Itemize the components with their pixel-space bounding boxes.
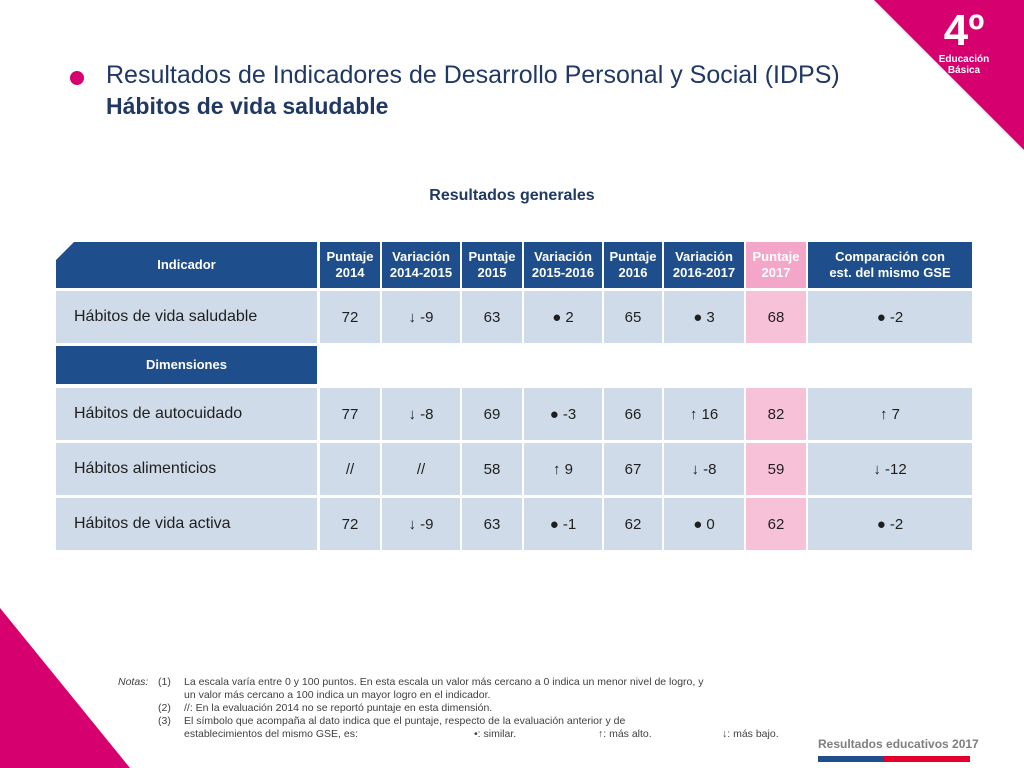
table-cell: // — [320, 443, 380, 495]
header-corner-notch — [56, 242, 74, 260]
note-text: //: En la evaluación 2014 no se reportó … — [184, 702, 493, 714]
table-cell: 65 — [604, 291, 662, 343]
table-cell: ↑ 9 — [524, 443, 602, 495]
table-cell: 62 — [604, 498, 662, 550]
table-cell: ● 2 — [524, 291, 602, 343]
page-subtitle: Hábitos de vida saludable — [106, 93, 389, 119]
note-text: establecimientos del mismo GSE, es: — [184, 728, 358, 740]
column-header-line2: est. del mismo GSE — [829, 265, 951, 280]
note-text: un valor más cercano a 100 indica un may… — [184, 689, 491, 701]
table-cell: 72 — [320, 291, 380, 343]
column-header-line2: 2017 — [761, 265, 791, 280]
notes: Notas: (1) La escala varía entre 0 y 100… — [118, 676, 779, 741]
column-header-line1: Puntaje — [609, 249, 657, 264]
row-label: Hábitos de vida activa — [56, 498, 317, 550]
table-cell: ↓ -9 — [382, 291, 460, 343]
table-cell: ↓ -8 — [382, 388, 460, 440]
note-number: (2) — [158, 702, 171, 714]
grade-badge: 4º Educación Básica — [924, 6, 1004, 77]
table-cell: 67 — [604, 443, 662, 495]
legend-higher: ↑: más alto. — [598, 728, 652, 740]
row-label: Hábitos de vida saludable — [56, 291, 317, 343]
column-header-line1: Puntaje — [468, 249, 516, 264]
notes-label: Notas: — [118, 676, 149, 688]
column-header: Puntaje 2014 — [320, 242, 380, 288]
section-title: Resultados generales — [429, 187, 595, 204]
column-header: Comparación con est. del mismo GSE — [808, 242, 972, 288]
table-cell: ↓ -9 — [382, 498, 460, 550]
indicator-header: Indicador — [56, 242, 317, 288]
row-label: Hábitos alimenticios — [56, 443, 317, 495]
column-header: Puntaje 2016 — [604, 242, 662, 288]
table-cell: 77 — [320, 388, 380, 440]
note-number — [158, 689, 184, 702]
table-cell: ● -2 — [808, 291, 972, 343]
note-text: La escala varía entre 0 y 100 puntos. En… — [184, 676, 704, 688]
flag-stripe — [818, 756, 970, 762]
column-header-line2: 2014 — [335, 265, 365, 280]
table-cell: // — [382, 443, 460, 495]
page-title: Resultados de Indicadores de Desarrollo … — [106, 61, 840, 89]
table-cell: 62 — [746, 498, 806, 550]
legend-lower: ↓: más bajo. — [722, 728, 779, 740]
dimensions-header: Dimensiones — [56, 346, 317, 384]
corner-decoration-top-right — [874, 0, 1024, 150]
table-cell: 69 — [462, 388, 522, 440]
column-header-line2: 2016 — [618, 265, 648, 280]
grade-level-line1: Educación — [938, 54, 990, 65]
column-header-line1: Comparación con — [835, 249, 945, 264]
table-cell: 66 — [604, 388, 662, 440]
column-header-line1: Puntaje — [326, 249, 374, 264]
table-cell: ↓ -8 — [664, 443, 744, 495]
column-header-line2: 2015-2016 — [531, 265, 595, 280]
grade-number: 4º — [943, 6, 985, 55]
table-cell: 59 — [746, 443, 806, 495]
column-header-line1: Puntaje — [752, 249, 800, 264]
column-header: Variación 2016-2017 — [664, 242, 744, 288]
table-cell: ● -2 — [808, 498, 972, 550]
table-cell: ↑ 7 — [808, 388, 972, 440]
title-bullet-icon — [70, 71, 84, 85]
table-cell: 58 — [462, 443, 522, 495]
column-header: Variación 2014-2015 — [382, 242, 460, 288]
grade-level-line2: Básica — [947, 65, 981, 76]
table-cell: 82 — [746, 388, 806, 440]
column-header: Puntaje 2017 — [746, 242, 806, 288]
column-header: Variación 2015-2016 — [524, 242, 602, 288]
table-cell: 72 — [320, 498, 380, 550]
table-cell: ● -1 — [524, 498, 602, 550]
corner-decoration-bottom-left — [0, 608, 130, 768]
row-label: Hábitos de autocuidado — [56, 388, 317, 440]
column-header-line1: Variación — [392, 249, 450, 264]
column-header-line2: 2014-2015 — [389, 265, 453, 280]
note-number: (1) — [158, 676, 171, 688]
column-header-line1: Variación — [675, 249, 733, 264]
note-text: El símbolo que acompaña al dato indica q… — [184, 715, 626, 727]
table-cell: 68 — [746, 291, 806, 343]
column-header-line2: 2015 — [477, 265, 507, 280]
table-cell: ● 0 — [664, 498, 744, 550]
table-cell: ● -3 — [524, 388, 602, 440]
table-cell: ● 3 — [664, 291, 744, 343]
column-header: Puntaje 2015 — [462, 242, 522, 288]
legend-similar: •: similar. — [474, 728, 517, 740]
column-header-line1: Variación — [534, 249, 592, 264]
table-cell: 63 — [462, 291, 522, 343]
brand-footer: Resultados educativos 2017 — [818, 737, 979, 751]
table-cell: ↓ -12 — [808, 443, 972, 495]
column-header-line2: 2016-2017 — [672, 265, 736, 280]
note-number: (3) — [158, 715, 171, 727]
table-cell: 63 — [462, 498, 522, 550]
table-cell: ↑ 16 — [664, 388, 744, 440]
